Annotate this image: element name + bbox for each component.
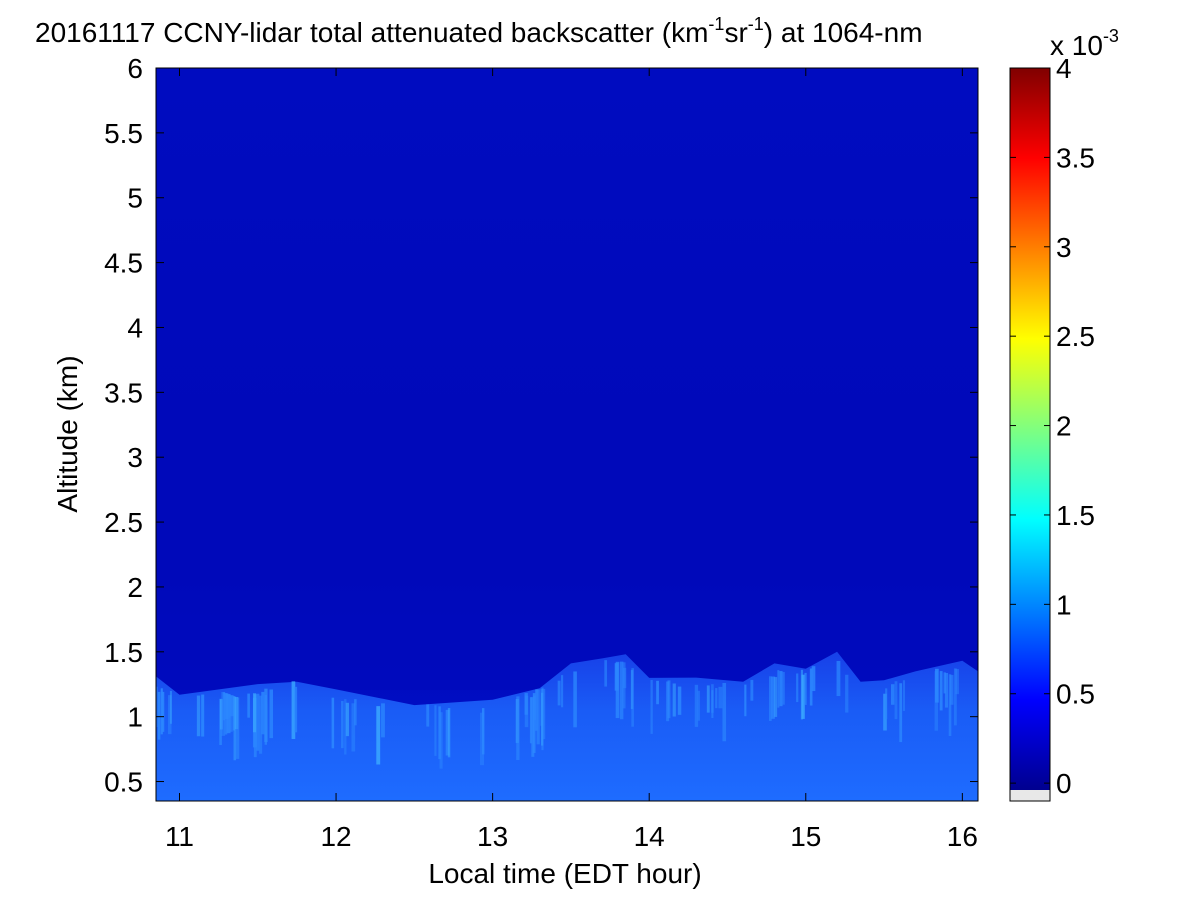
y-tick-label: 5.5 <box>104 118 143 149</box>
y-tick-label: 2.5 <box>104 507 143 538</box>
y-tick-label: 3.5 <box>104 377 143 408</box>
colorbar-under-range <box>1010 790 1050 801</box>
chart-title: 20161117 CCNY-lidar total attenuated bac… <box>35 14 923 48</box>
x-tick-label: 12 <box>320 821 351 852</box>
y-tick-label: 1 <box>127 702 143 733</box>
x-tick-label: 13 <box>477 821 508 852</box>
y-axis-label: Altitude (km) <box>52 355 83 512</box>
colorbar-tick-label: 1 <box>1056 589 1072 620</box>
colorbar-tick-label: 3.5 <box>1056 142 1095 173</box>
x-axis: 11 12 13 14 15 16 <box>165 68 978 852</box>
colorbar-tick-label: 2.5 <box>1056 321 1095 352</box>
colorbar-tick-label: 4 <box>1056 53 1072 84</box>
x-tick-label: 11 <box>165 821 194 852</box>
y-tick-label: 4 <box>127 312 143 343</box>
y-tick-label: 0.5 <box>104 767 143 798</box>
x-tick-label: 14 <box>634 821 665 852</box>
plot-area <box>156 68 978 801</box>
y-tick-label: 4.5 <box>104 248 143 279</box>
y-tick-label: 1.5 <box>104 637 143 668</box>
y-axis: 0.5 1 1.5 2 2.5 3 3.5 4 4.5 5 5.5 6 <box>104 53 978 798</box>
colorbar-ticks: 0 0.5 1 1.5 2 2.5 3 3.5 4 <box>1010 53 1095 799</box>
colorbar: 0 0.5 1 1.5 2 2.5 3 3.5 4 x 10-3 <box>1009 26 1119 802</box>
colorbar-tick-label: 0 <box>1056 768 1072 799</box>
x-tick-label: 15 <box>790 821 821 852</box>
x-tick-label: 16 <box>947 821 978 852</box>
y-tick-label: 3 <box>127 442 143 473</box>
x-axis-label: Local time (EDT hour) <box>428 858 701 889</box>
residual-layer <box>156 390 978 690</box>
colorbar-tick-label: 1.5 <box>1056 500 1095 531</box>
colorbar-exponent: x 10-3 <box>1050 26 1119 61</box>
y-tick-label: 5 <box>127 183 143 214</box>
colorbar-tick-label: 0.5 <box>1056 679 1095 710</box>
colorbar-tick-label: 2 <box>1056 411 1072 442</box>
colorbar-frame <box>1009 67 1051 802</box>
y-tick-label: 6 <box>127 53 143 84</box>
plot-frame <box>155 67 979 802</box>
y-tick-label: 2 <box>127 572 143 603</box>
colorbar-gradient <box>1010 68 1050 790</box>
boundary-layer-streaks <box>156 660 959 769</box>
colorbar-tick-label: 3 <box>1056 232 1072 263</box>
